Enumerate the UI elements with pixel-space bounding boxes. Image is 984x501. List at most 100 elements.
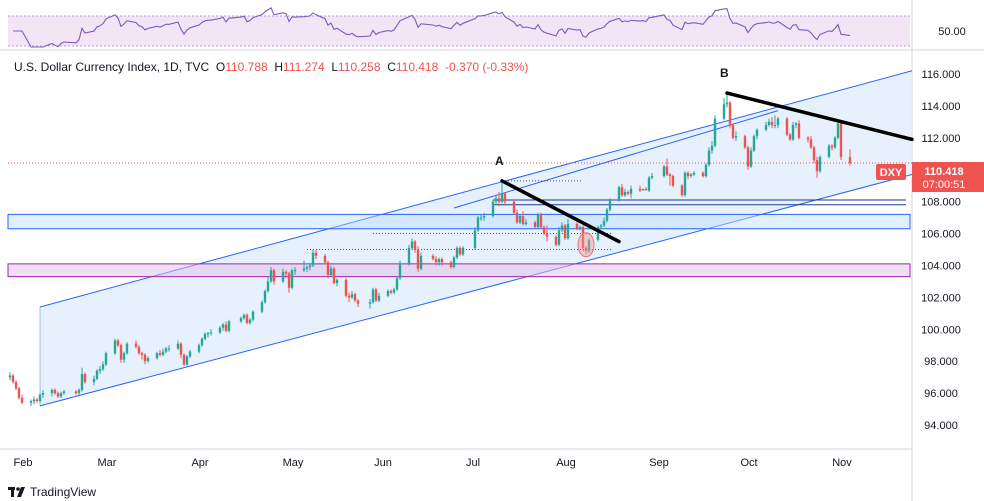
close-label: C xyxy=(387,60,396,74)
candle-body xyxy=(476,217,480,231)
high-value: 111.274 xyxy=(283,60,325,74)
candle-body xyxy=(836,123,840,138)
candle-body xyxy=(647,177,651,191)
candle-body xyxy=(518,215,522,223)
candle-body xyxy=(497,198,501,202)
candle-body xyxy=(563,225,567,239)
candle-body xyxy=(725,102,729,105)
candle-body xyxy=(413,241,417,250)
candle-body xyxy=(449,262,453,268)
y-axis: 94.000 96.000 98.000 100.000 102.000 104.000 1… xyxy=(921,69,961,432)
candle-body xyxy=(356,300,360,304)
candle-body xyxy=(743,136,747,148)
candle-body xyxy=(389,290,393,293)
drawings-layer xyxy=(7,70,913,407)
candle-body xyxy=(710,145,714,151)
candle-body xyxy=(155,353,159,359)
candle-body xyxy=(41,393,45,395)
candle-body xyxy=(791,125,795,140)
candle-body xyxy=(437,259,441,263)
rsi-level-label: 50.00 xyxy=(938,26,966,38)
candle-body xyxy=(197,345,201,352)
candle-body xyxy=(260,302,264,312)
candle-body xyxy=(329,268,333,276)
channel-mid-line xyxy=(453,110,779,209)
candle-body xyxy=(458,247,462,255)
candle-body xyxy=(167,348,171,350)
candle-body xyxy=(539,214,543,228)
candle-body xyxy=(479,217,483,219)
candle-body xyxy=(701,172,705,177)
candle-body xyxy=(113,340,117,354)
open-label: O xyxy=(215,60,226,74)
candle-body xyxy=(242,314,246,319)
candle-body xyxy=(623,192,627,196)
x-tick-label: Jul xyxy=(466,457,480,469)
candle-body xyxy=(431,255,435,260)
candle-body xyxy=(56,393,60,397)
annotation-b: B xyxy=(720,66,729,80)
candle-body xyxy=(602,220,606,226)
candle-body xyxy=(512,201,516,213)
candle-body xyxy=(776,118,780,126)
candle-body xyxy=(731,125,735,138)
candle-body xyxy=(452,257,456,268)
candle-body xyxy=(752,136,756,151)
candle-body xyxy=(368,302,372,304)
candle-body xyxy=(416,249,420,269)
candle-body xyxy=(179,343,183,355)
candle-body xyxy=(749,150,753,167)
candle-body xyxy=(305,267,309,269)
candle-body xyxy=(164,348,168,352)
symbol-title: U.S. Dollar Currency Index, 1D, TVC xyxy=(14,60,210,74)
candle-body xyxy=(74,391,78,394)
candle-body xyxy=(524,222,528,224)
change-value: -0.370 (-0.33%) xyxy=(445,60,529,74)
candle-body xyxy=(557,230,561,245)
high-label: H xyxy=(274,60,284,74)
candle-body xyxy=(335,279,339,284)
candle-body xyxy=(134,343,138,347)
candle-body xyxy=(311,252,315,266)
candle-body xyxy=(797,123,801,138)
candle-body xyxy=(161,351,165,355)
candle-body xyxy=(38,394,42,402)
candle-body xyxy=(80,373,84,390)
y-tick-label: 114.000 xyxy=(922,101,961,113)
y-tick-label: 112.000 xyxy=(922,133,961,145)
overlay-layer xyxy=(500,91,914,258)
candle-body xyxy=(248,319,252,323)
x-tick-label: Sep xyxy=(649,457,669,469)
y-tick-label: 116.000 xyxy=(922,69,961,81)
candle-body xyxy=(671,176,675,186)
candle-body xyxy=(125,343,129,354)
candle-body xyxy=(281,271,285,282)
y-tick-label: 94.000 xyxy=(924,420,958,432)
candle-body xyxy=(35,399,39,402)
support-zone-blue xyxy=(7,213,911,230)
candle-body xyxy=(269,270,273,282)
candle-body xyxy=(707,150,711,165)
candle-body xyxy=(116,340,120,346)
candle-body xyxy=(323,255,327,263)
candle-body xyxy=(575,223,579,229)
candle-body xyxy=(617,187,621,201)
low-value: 110.258 xyxy=(338,60,381,74)
candle-body xyxy=(638,188,642,191)
candle-body xyxy=(794,123,798,126)
candle-body xyxy=(146,358,150,362)
candle-body xyxy=(407,247,411,264)
candle-body xyxy=(287,273,291,288)
rsi-band xyxy=(8,16,910,46)
support-zone-purple xyxy=(7,263,911,278)
candle-body xyxy=(176,343,180,349)
y-tick-label: 96.000 xyxy=(924,388,958,400)
tradingview-brand[interactable]: TradingView xyxy=(8,485,96,499)
candle-body xyxy=(20,397,24,403)
candle-body xyxy=(500,193,504,202)
tradingview-name: TradingView xyxy=(30,485,97,499)
candle-body xyxy=(284,271,288,274)
candle-body xyxy=(587,239,591,252)
candle-body xyxy=(209,332,213,334)
candle-body xyxy=(50,389,54,394)
